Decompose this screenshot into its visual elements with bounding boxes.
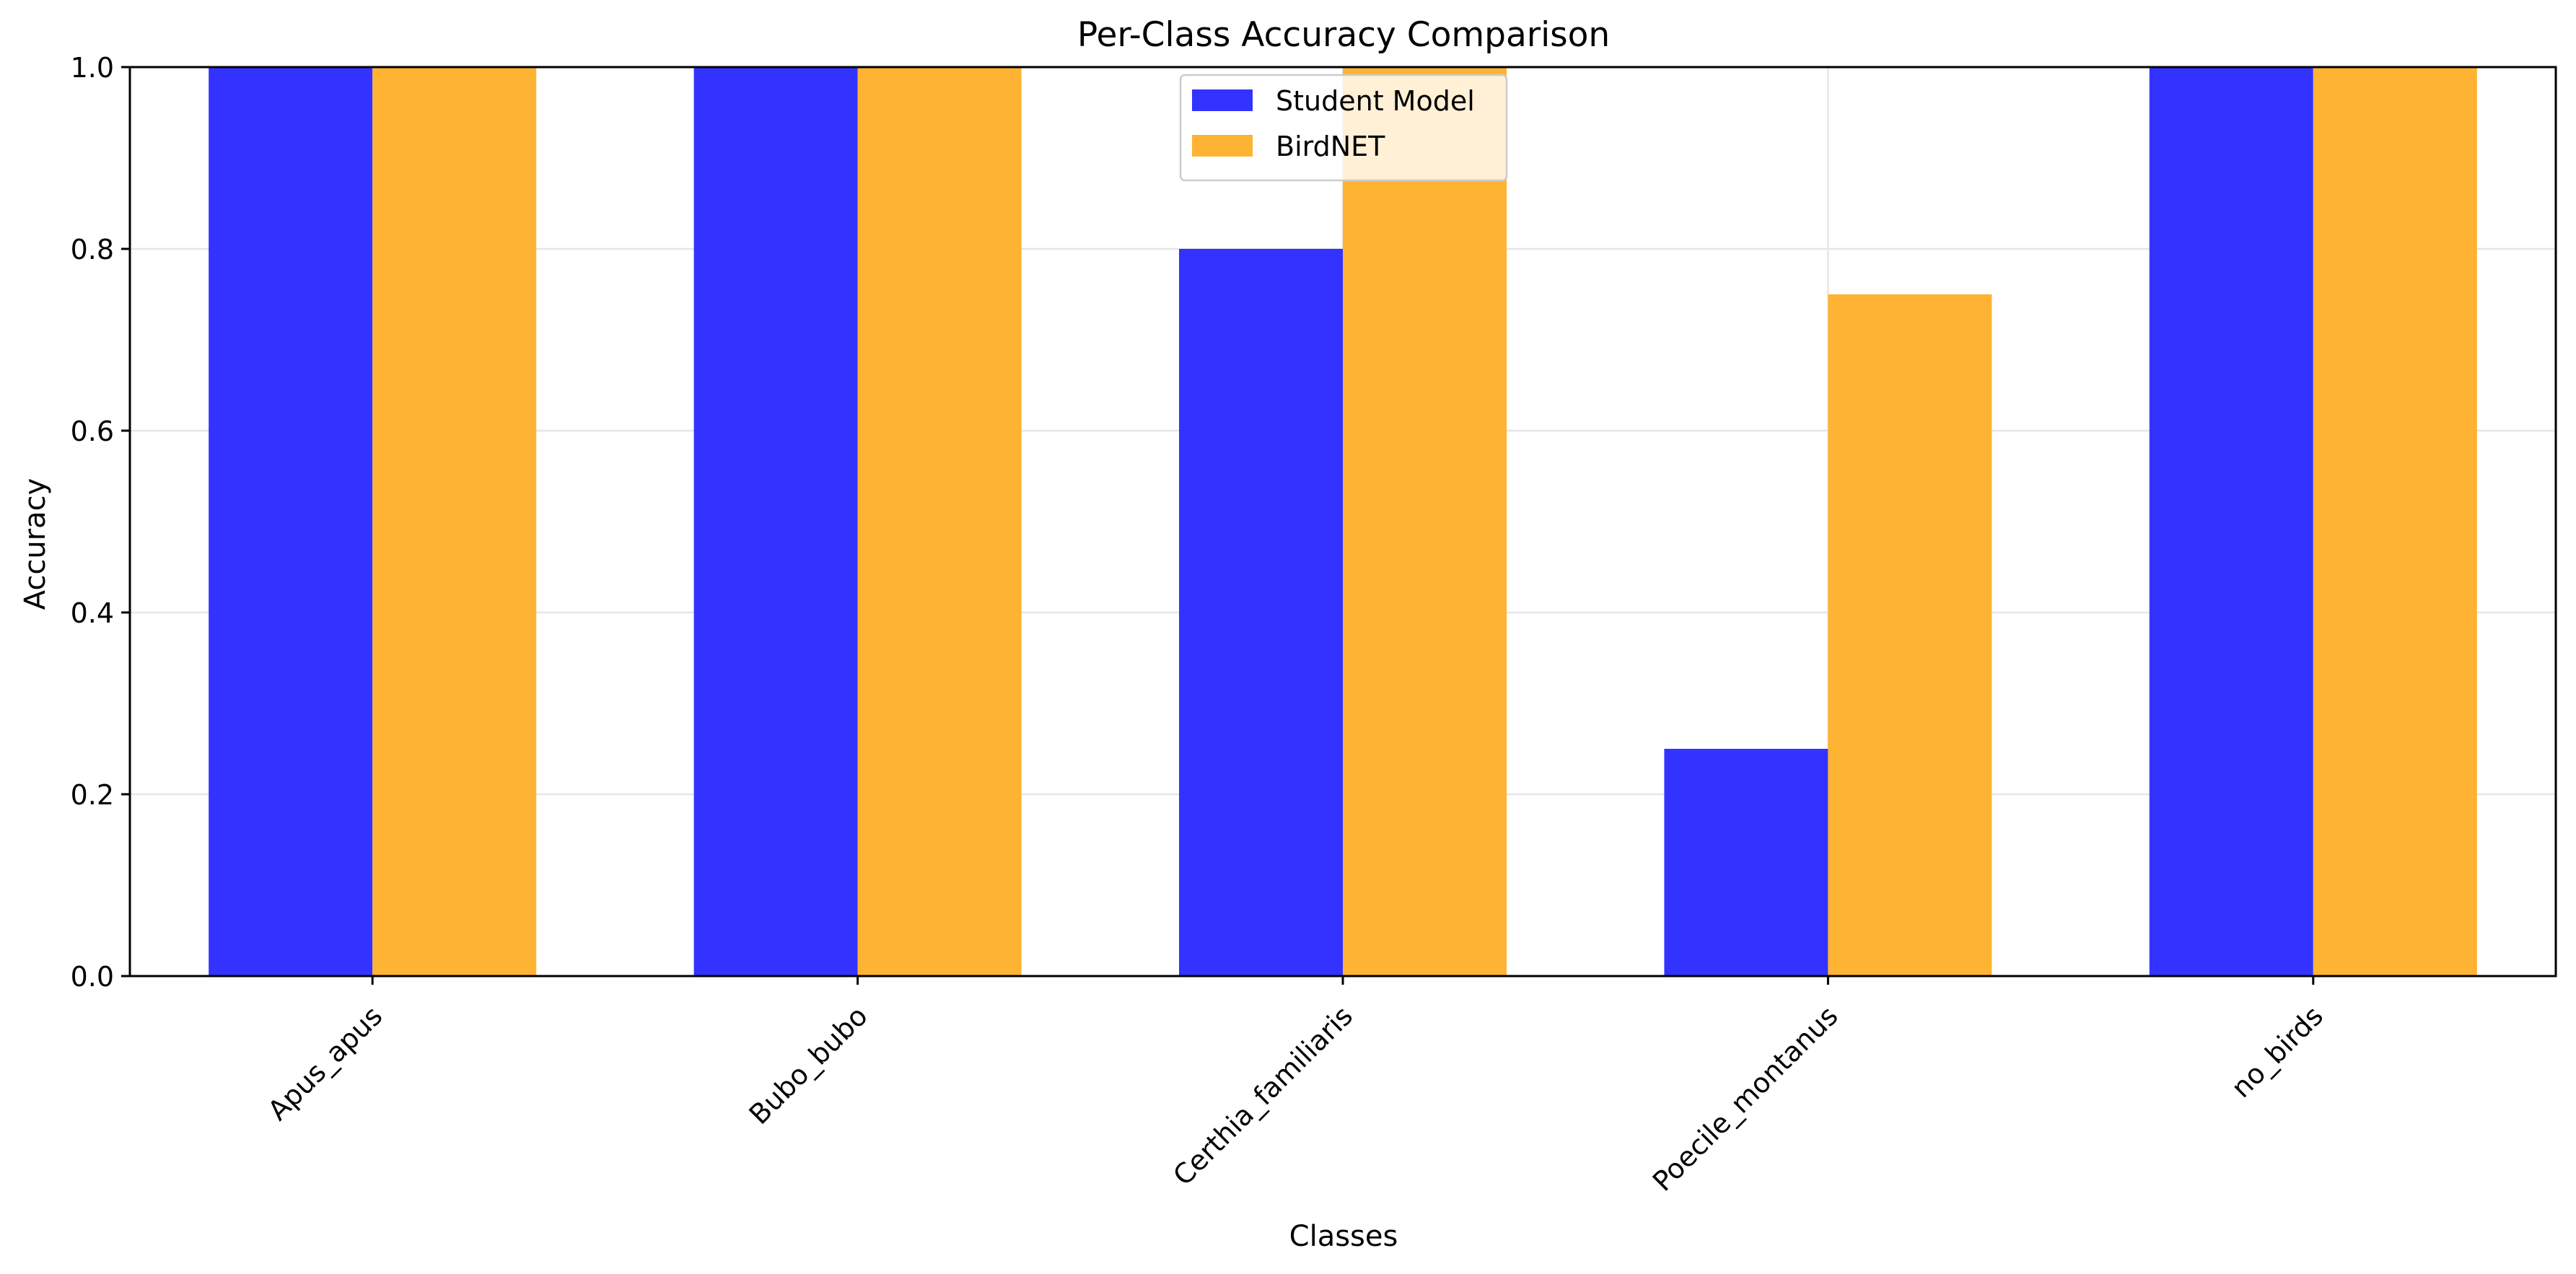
legend-swatch-0 — [1192, 89, 1253, 111]
x-axis-label: Classes — [1289, 1220, 1398, 1253]
y-axis-label: Accuracy — [19, 478, 52, 610]
y-tick-label-5: 1.0 — [71, 52, 114, 84]
y-tick-label-0: 0.0 — [71, 961, 114, 993]
bar-student-model-apus-apus — [209, 67, 373, 976]
y-tick-label-4: 0.8 — [71, 234, 114, 265]
legend-box — [1179, 74, 1508, 182]
bar-student-model-poecile-montanus — [1664, 749, 1828, 976]
bar-birdnet-poecile-montanus — [1828, 294, 1992, 976]
y-tick-label-2: 0.4 — [71, 597, 114, 629]
bar-student-model-bubo-bubo — [693, 67, 858, 976]
y-ticks: 0.0 0.2 0.4 0.6 0.8 1.0 — [71, 52, 130, 993]
chart-title: Per-Class Accuracy Comparison — [1077, 15, 1610, 55]
legend: Student Model BirdNET — [1179, 74, 1508, 182]
bar-birdnet-certhia-familiaris — [1343, 67, 1507, 976]
bar-birdnet-bubo-bubo — [857, 67, 1022, 976]
bar-student-model-certhia-familiaris — [1179, 249, 1343, 976]
bar-birdnet-apus-apus — [372, 67, 537, 976]
legend-label-1: BirdNET — [1276, 131, 1385, 162]
y-tick-label-3: 0.6 — [71, 416, 114, 447]
y-tick-label-1: 0.2 — [71, 779, 114, 811]
legend-label-0: Student Model — [1276, 85, 1475, 117]
bar-student-model-no-birds — [2149, 67, 2313, 976]
bars — [209, 67, 2477, 976]
bar-birdnet-no-birds — [2313, 67, 2477, 976]
legend-swatch-1 — [1192, 135, 1253, 157]
